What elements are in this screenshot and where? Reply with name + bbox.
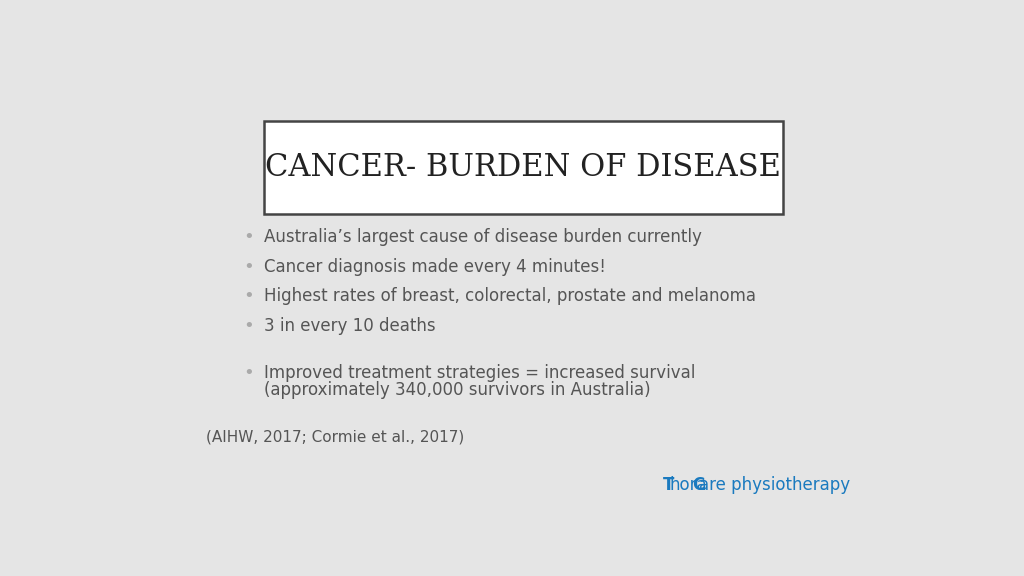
Text: 3 in every 10 deaths: 3 in every 10 deaths xyxy=(263,317,435,335)
Text: •: • xyxy=(243,228,254,246)
FancyBboxPatch shape xyxy=(263,122,783,214)
Text: CANCER- BURDEN OF DISEASE: CANCER- BURDEN OF DISEASE xyxy=(265,152,781,183)
Text: are physiotherapy: are physiotherapy xyxy=(699,476,850,494)
Text: (AIHW, 2017; Cormie et al., 2017): (AIHW, 2017; Cormie et al., 2017) xyxy=(206,430,464,445)
Text: •: • xyxy=(243,287,254,305)
Text: Cancer diagnosis made every 4 minutes!: Cancer diagnosis made every 4 minutes! xyxy=(263,258,605,276)
Text: Improved treatment strategies = increased survival: Improved treatment strategies = increase… xyxy=(263,364,695,382)
Text: C: C xyxy=(692,476,705,494)
Text: •: • xyxy=(243,258,254,276)
Text: Australia’s largest cause of disease burden currently: Australia’s largest cause of disease bur… xyxy=(263,228,701,246)
Text: hora: hora xyxy=(670,476,708,494)
Text: T: T xyxy=(663,476,674,494)
Text: (approximately 340,000 survivors in Australia): (approximately 340,000 survivors in Aust… xyxy=(263,381,650,399)
Text: •: • xyxy=(243,364,254,382)
Text: •: • xyxy=(243,317,254,335)
Text: Highest rates of breast, colorectal, prostate and melanoma: Highest rates of breast, colorectal, pro… xyxy=(263,287,756,305)
